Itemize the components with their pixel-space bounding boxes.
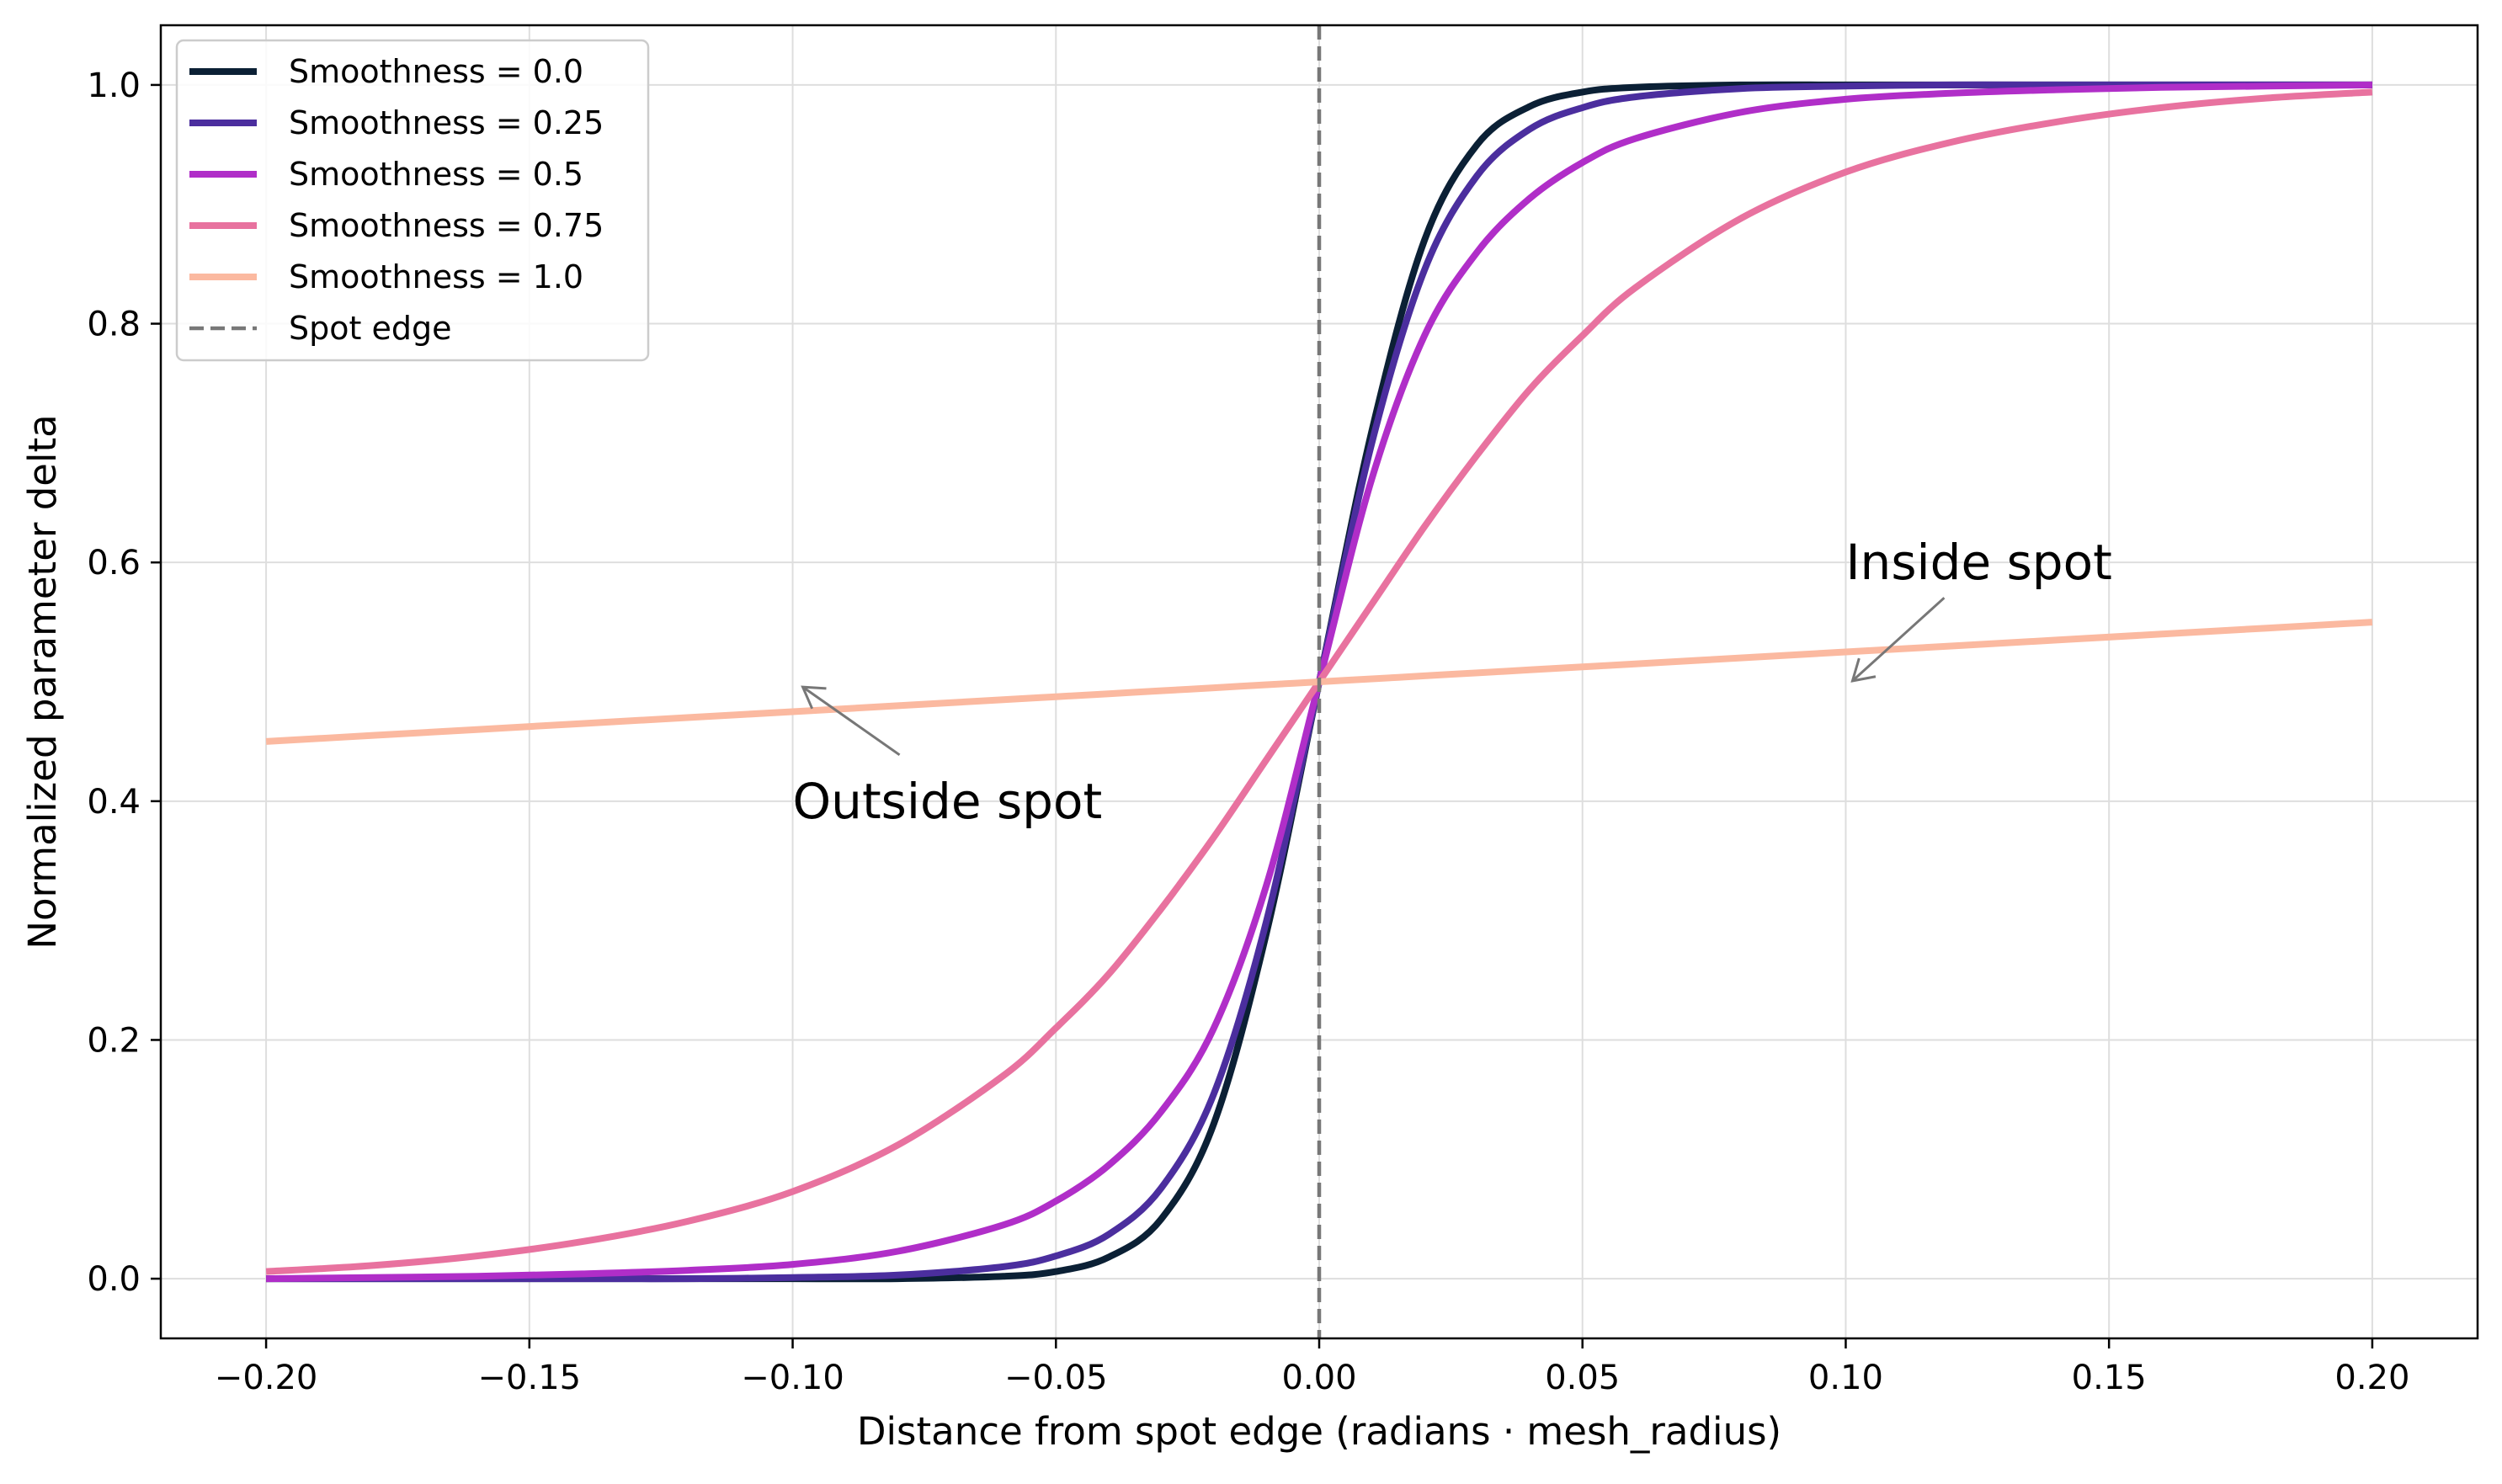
x-tick-label: −0.05 <box>1004 1359 1108 1397</box>
annotation-arrowhead-0 <box>801 685 827 710</box>
legend-label-5: Spot edge <box>289 310 451 347</box>
annotation-arrow-1 <box>1851 597 1946 683</box>
legend-label-2: Smoothness = 0.5 <box>289 156 583 193</box>
y-tick-label: 0.6 <box>87 544 141 582</box>
legend-box <box>175 39 650 362</box>
legend-label-4: Smoothness = 1.0 <box>289 258 583 295</box>
legend-label-3: Smoothness = 0.75 <box>289 207 604 244</box>
x-tick-label: −0.20 <box>215 1359 318 1397</box>
x-axis-label: Distance from spot edge (radians · mesh_… <box>857 1409 1781 1454</box>
legend-label-0: Smoothness = 0.0 <box>289 53 583 90</box>
annotation-arrowhead-1 <box>1850 657 1876 683</box>
x-tick-label: −0.15 <box>478 1359 582 1397</box>
x-tick-label: −0.10 <box>741 1359 844 1397</box>
x-tick-label: 0.15 <box>2072 1359 2147 1397</box>
annotation-text-0: Outside spot <box>793 773 1103 830</box>
legend-label-1: Smoothness = 0.25 <box>289 104 604 141</box>
y-tick-label: 0.2 <box>87 1021 141 1060</box>
y-axis-label: Normalized parameter delta <box>20 414 65 949</box>
x-tick-label: 0.10 <box>1808 1359 1883 1397</box>
y-tick-label: 0.8 <box>87 306 141 344</box>
y-tick-label: 1.0 <box>87 66 141 105</box>
annotations: Outside spot Inside spot <box>793 534 2112 830</box>
y-tick-label: 0.0 <box>87 1260 141 1299</box>
legend: Smoothness = 0.0 Smoothness = 0.25 Smoothn… <box>175 39 650 362</box>
x-tick-label: 0.00 <box>1281 1359 1356 1397</box>
annotation-arrow-0 <box>801 685 901 757</box>
y-tick-label: 0.4 <box>87 783 141 822</box>
annotation-text-1: Inside spot <box>1845 534 2111 591</box>
x-tick-label: 0.20 <box>2334 1359 2409 1397</box>
axis-ticks: −0.20 −0.15 −0.10 −0.05 0.00 0.05 0.10 0.15 0.20… <box>87 66 2409 1397</box>
x-tick-label: 0.05 <box>1545 1359 1620 1397</box>
